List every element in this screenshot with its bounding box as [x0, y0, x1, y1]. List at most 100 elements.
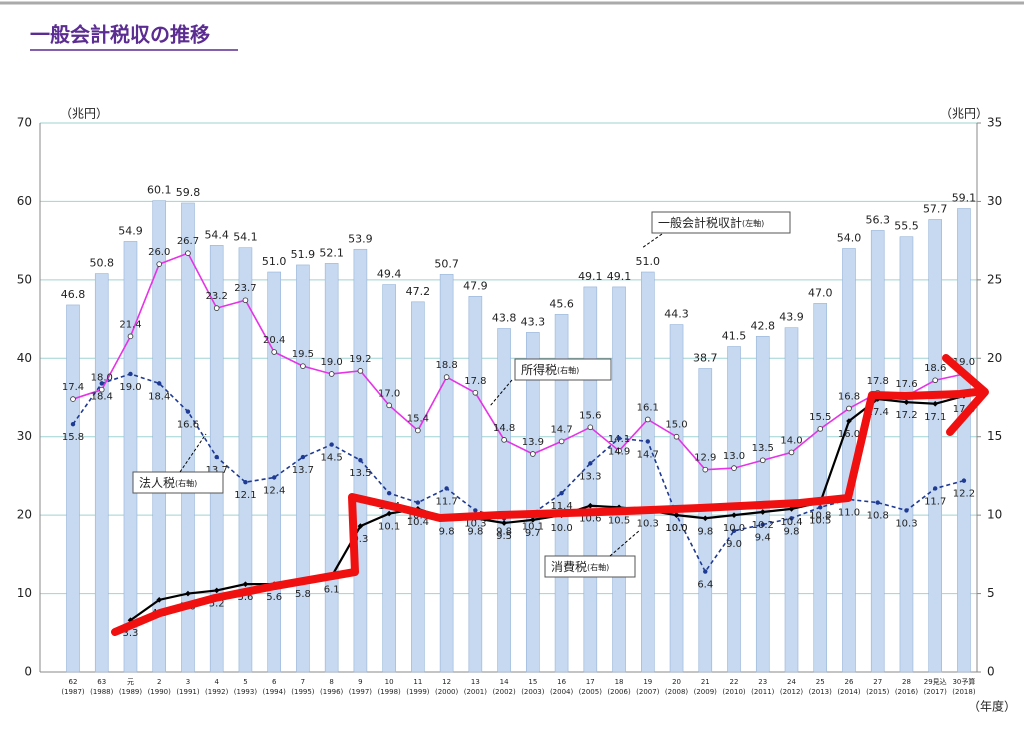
bar-value-label: 51.0	[262, 255, 287, 268]
point-value-label: 14.7	[637, 449, 659, 460]
point-value-label: 3.3	[123, 628, 139, 639]
point-value-label: 18.4	[148, 391, 170, 402]
point	[788, 449, 795, 456]
bar	[152, 200, 167, 673]
point-value-label: 11.0	[838, 507, 860, 518]
x-tick-year: (2006)	[607, 688, 631, 696]
bar-value-label: 50.8	[89, 257, 114, 270]
point-value-label: 17.6	[895, 379, 917, 390]
bar-value-label: 46.8	[61, 288, 86, 301]
bar	[870, 230, 885, 673]
point	[817, 426, 824, 432]
point	[271, 349, 277, 355]
point-value-label: 13.0	[723, 451, 745, 462]
annotation-box	[514, 358, 612, 381]
bar-value-label: 60.1	[147, 184, 172, 197]
bar	[813, 303, 828, 673]
y-unit: （兆円）	[60, 107, 108, 121]
point	[616, 436, 622, 441]
point	[157, 381, 162, 386]
y2-tick-label: 25	[987, 272, 1002, 286]
point-value-label: 9.8	[439, 526, 455, 537]
point	[731, 528, 737, 534]
x-tick-year: (2002)	[492, 688, 516, 696]
bar-value-label: 51.9	[291, 248, 316, 261]
point-value-label: 15.5	[809, 412, 831, 423]
x-tick-label: 9	[358, 678, 362, 686]
annotation-label: 法人税(右軸)	[139, 476, 197, 490]
bar	[899, 236, 914, 673]
x-tick-year: (2013)	[809, 688, 833, 696]
point-value-label: 20.4	[263, 335, 285, 346]
point-value-label: 18.4	[91, 391, 113, 402]
bar	[238, 247, 253, 673]
x-tick-label: 12	[442, 678, 451, 686]
bar-value-label: 51.0	[636, 255, 661, 268]
point-value-label: 10.6	[579, 514, 601, 525]
point	[300, 454, 306, 460]
bar	[497, 328, 511, 673]
x-tick-year: (2018)	[952, 688, 976, 696]
point	[616, 448, 622, 454]
bar-value-label: 56.3	[865, 213, 890, 226]
x-tick-year: (2008)	[665, 688, 689, 696]
point	[271, 475, 277, 480]
point-value-label: 9.8	[496, 526, 512, 537]
point-value-label: 12.1	[234, 490, 256, 501]
point	[242, 581, 249, 587]
bar-value-label: 43.9	[779, 311, 804, 324]
point-value-label: 10.2	[752, 520, 774, 531]
bar-value-label: 43.8	[492, 311, 517, 324]
x-tick-year: (1996)	[320, 688, 344, 696]
y2-tick-label: 10	[987, 508, 1002, 522]
y2-tick-label: 15	[987, 429, 1002, 443]
bar	[94, 273, 109, 673]
point	[99, 381, 104, 386]
page-title: 一般会計税収の推移	[30, 23, 210, 47]
point-value-label: 9.8	[784, 526, 800, 537]
y2-tick-label: 5	[987, 586, 995, 600]
point-value-label: 23.7	[234, 283, 256, 294]
y-tick-label: 20	[17, 508, 32, 522]
point-value-label: 15.6	[579, 410, 601, 421]
x-tick-year: (2012)	[780, 688, 804, 696]
bar-value-label: 54.1	[233, 231, 258, 244]
point-value-label: 13.3	[579, 471, 601, 482]
point	[243, 480, 248, 485]
point-value-label: 13.5	[349, 468, 371, 479]
point-value-label: 10.0	[665, 523, 687, 534]
x-tick-year: (1993)	[234, 688, 258, 696]
annotation-label: 一般会計税収計(左軸)	[658, 215, 764, 230]
bar	[928, 219, 943, 673]
x-tick-year: (2003)	[521, 688, 545, 696]
bar	[411, 301, 425, 673]
y-tick-label: 40	[17, 351, 32, 365]
x-tick-label: 21	[701, 678, 710, 686]
point	[703, 569, 708, 574]
x-tick-label: 10	[385, 678, 394, 686]
bar-value-label: 52.1	[319, 246, 344, 259]
point-value-label: 15.8	[62, 432, 84, 443]
point-value-label: 10.0	[723, 523, 745, 534]
point-value-label: 5.6	[237, 592, 253, 603]
bar-value-label: 47.9	[463, 279, 488, 292]
point-value-label: 10.4	[780, 517, 802, 528]
x-tick-label: 19	[643, 678, 652, 686]
point-value-label: 14.8	[493, 423, 515, 434]
x-tick-year: (2005)	[579, 688, 603, 696]
bar-value-label: 49.1	[607, 270, 632, 283]
point-value-label: 18.8	[435, 360, 457, 371]
x-tick-label: 20	[672, 678, 681, 686]
axis-note: (右軸)	[557, 365, 579, 375]
series-line	[72, 252, 965, 471]
point-value-label: 26.0	[148, 247, 170, 258]
point	[759, 457, 766, 464]
point	[846, 405, 852, 412]
point	[358, 458, 363, 463]
x-tick-year: (2014)	[837, 688, 861, 696]
x-tick-label: 29見込	[924, 677, 947, 686]
point-value-label: 17.4	[62, 382, 84, 393]
point	[185, 590, 191, 597]
point-value-label: 15.4	[407, 413, 429, 424]
